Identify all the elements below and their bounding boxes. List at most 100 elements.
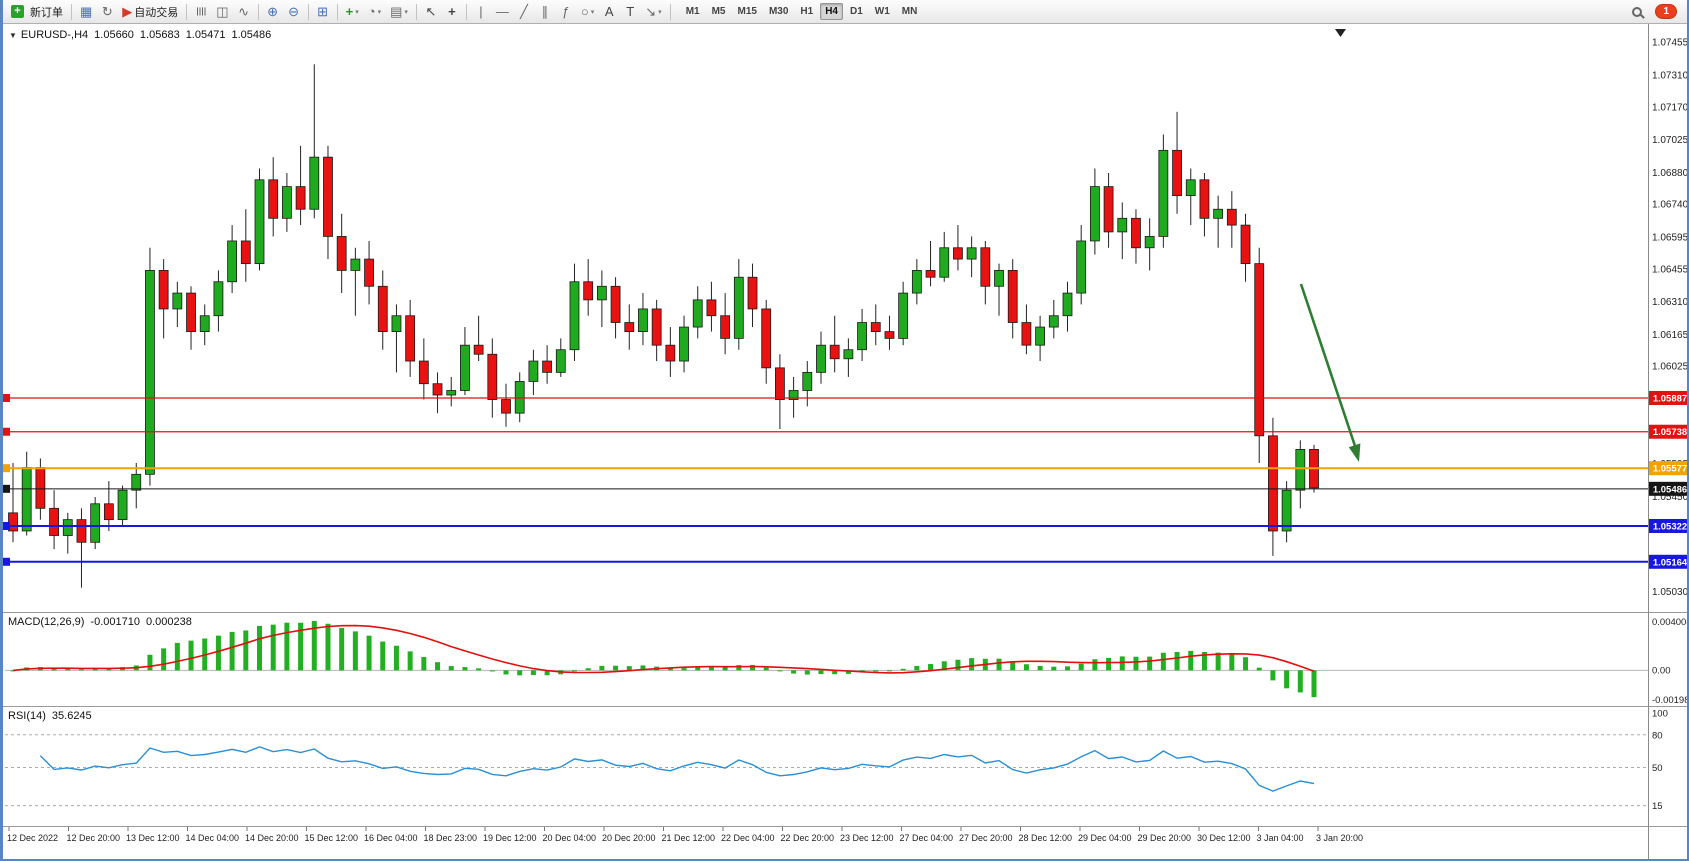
scroll-marker-icon[interactable]	[1335, 29, 1346, 37]
bull-candle	[679, 326, 689, 362]
bull-candle	[62, 519, 73, 536]
auto-trading-button[interactable]: ▶ 自动交易	[118, 2, 182, 22]
bear-candle	[706, 299, 717, 317]
bull-candle	[898, 292, 909, 339]
candle-chart-button[interactable]: ◫	[212, 2, 232, 22]
macd-histogram-bar	[1078, 663, 1084, 671]
horizontal-line-button[interactable]: —	[492, 2, 513, 22]
timeframe-W1[interactable]: W1	[874, 6, 890, 17]
bear-candle	[870, 322, 881, 332]
bull-candle	[788, 390, 799, 400]
vertical-line-button[interactable]: |	[471, 2, 491, 22]
price-tags: 1.05887 1.05738 1.05577 1.05486 1.05322 1.051…	[1648, 390, 1687, 569]
arrow-objects-button[interactable]: ↘ ▾	[641, 2, 665, 22]
timeframe-MN[interactable]: MN	[901, 6, 918, 17]
notification-badge[interactable]: 1	[1655, 4, 1677, 19]
level-left-marker	[3, 464, 10, 473]
periods-button[interactable]: ◔ ▾	[364, 2, 385, 22]
cursor-button[interactable]: ↖	[421, 2, 441, 22]
bull-candle	[555, 349, 566, 373]
bull-candle	[350, 258, 361, 271]
text-label-button[interactable]: T	[620, 2, 640, 22]
macd-histogram-bar	[804, 670, 810, 675]
bear-candle	[1172, 149, 1182, 197]
timeframe-M15[interactable]: M15	[737, 6, 757, 17]
macd-histogram-bar	[969, 658, 975, 671]
timeframe-H4[interactable]: H4	[820, 3, 843, 20]
time-axis-label: 3 Jan 20:00	[1316, 833, 1363, 843]
macd-axis-label: 0.004008	[1652, 617, 1689, 628]
price-tag	[1648, 481, 1687, 496]
bear-candle	[610, 285, 621, 323]
text-button[interactable]: A	[599, 2, 619, 22]
level-left-marker	[3, 393, 10, 402]
macd-pane[interactable]: 0.004008 0.00 -0.001983	[5, 617, 1689, 706]
macd-histogram-bar	[914, 665, 920, 671]
macd-histogram-bar	[640, 665, 646, 671]
bear-candle	[1226, 208, 1237, 226]
macd-histogram-bar	[1106, 657, 1112, 671]
candlestick-series[interactable]	[8, 64, 1319, 588]
bull-candle	[254, 179, 265, 265]
macd-histogram-bar	[147, 654, 153, 671]
crosshair-button[interactable]: +	[442, 2, 462, 22]
search-button[interactable]	[1627, 2, 1647, 22]
timeframe-M30[interactable]: M30	[768, 6, 789, 17]
bear-candle	[418, 360, 429, 385]
macd-histogram-bar	[161, 648, 167, 671]
fibonacci-button[interactable]: ƒ	[556, 2, 576, 22]
price-axis-label: 1.06165	[1652, 330, 1689, 341]
new-order-button[interactable]: + 新订单	[7, 2, 67, 22]
zoom-in-button[interactable]: ⊕	[263, 2, 283, 22]
time-axis-label: 19 Dec 12:00	[483, 833, 537, 843]
bear-candle	[1103, 186, 1114, 233]
indicators-button[interactable]: + ▾	[342, 2, 363, 22]
templates-button[interactable]: ▤ ▾	[386, 2, 412, 22]
bull-candle	[638, 308, 648, 332]
rsi-pane[interactable]: 100 80 50 15	[5, 709, 1668, 813]
bull-candle	[733, 276, 744, 339]
line-chart-button[interactable]: ∿	[234, 2, 254, 22]
bear-candle	[487, 353, 498, 400]
chevron-down-icon: ▾	[658, 8, 662, 16]
zoom-out-button[interactable]: ⊖	[284, 2, 304, 22]
refresh-button[interactable]: ↻	[97, 2, 117, 22]
time-axis-label: 14 Dec 20:00	[245, 833, 299, 843]
bull-candle	[1089, 186, 1100, 242]
trend-arrow[interactable]	[1299, 283, 1361, 462]
shapes-button[interactable]: ○ ▾	[577, 2, 598, 22]
macd-histogram-bar	[599, 665, 605, 671]
bear-candle	[761, 308, 772, 369]
macd-histogram-bar	[78, 669, 84, 671]
price-axis-label: 1.06025	[1652, 362, 1689, 373]
timeframe-M5[interactable]: M5	[711, 6, 726, 17]
macd-histogram-bar	[476, 668, 482, 671]
bear-candle	[268, 179, 279, 219]
rsi-axis-label: 80	[1652, 730, 1663, 741]
bear-candle	[405, 315, 416, 362]
timeframe-M1[interactable]: M1	[685, 6, 700, 17]
macd-histogram-bar	[1229, 654, 1235, 671]
time-axis[interactable]: 12 Dec 2022 12 Dec 20:00 13 Dec 12:00 14 De…	[7, 827, 1363, 843]
bar-chart-button[interactable]: ≣	[191, 2, 211, 22]
auto-trading-icon: ▶	[122, 4, 133, 19]
time-axis-label: 12 Dec 20:00	[67, 833, 121, 843]
price-axis-label: 1.05030	[1652, 587, 1689, 598]
macd-histogram-bar	[777, 670, 783, 672]
macd-histogram-bar	[996, 658, 1002, 671]
channel-button[interactable]: ∥	[535, 2, 555, 22]
bear-candle	[775, 367, 785, 400]
timeframe-H1[interactable]: H1	[800, 6, 814, 17]
trendline-button[interactable]: ╱	[514, 2, 534, 22]
macd-histogram-bar	[928, 664, 934, 671]
macd-histogram-bar	[585, 668, 591, 671]
tile-windows-button[interactable]: ⊞	[313, 2, 333, 22]
bear-candle	[1131, 217, 1141, 249]
rsi-axis-label: 100	[1652, 709, 1668, 720]
macd-signal-line	[12, 624, 1315, 674]
market-watch-button[interactable]: ▦	[76, 2, 96, 22]
bear-candle	[624, 322, 635, 332]
timeframe-D1[interactable]: D1	[850, 6, 863, 17]
chart-canvas[interactable]: 1.07455 1.07310 1.07170 1.07025 1.06880 1.067…	[3, 0, 1689, 861]
